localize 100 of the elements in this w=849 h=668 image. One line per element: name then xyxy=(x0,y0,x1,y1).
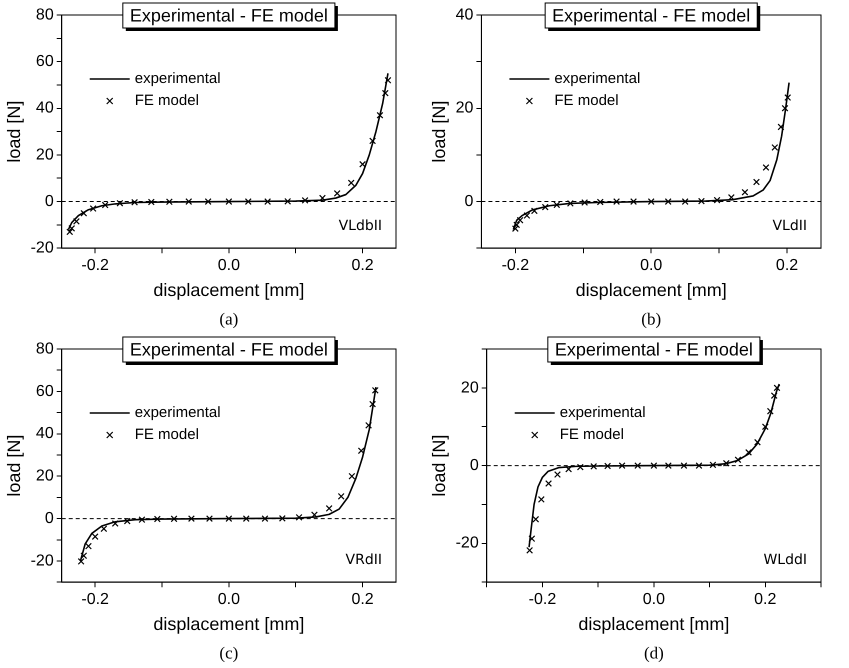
text: (b) xyxy=(641,309,662,328)
y-tick-label: 0 xyxy=(470,457,479,474)
point xyxy=(359,160,366,168)
point xyxy=(538,496,545,503)
point xyxy=(734,456,742,464)
y-tick-label: 20 xyxy=(36,146,54,164)
legend-label: FE model xyxy=(134,426,199,444)
point xyxy=(278,514,286,522)
y-tick-label: 40 xyxy=(456,6,474,24)
point xyxy=(565,466,572,473)
point xyxy=(102,202,109,208)
point xyxy=(680,462,688,470)
y-tick-label: -20 xyxy=(30,552,54,570)
point xyxy=(92,533,99,540)
point xyxy=(185,198,192,205)
legend-label: FE model xyxy=(134,92,199,110)
legend-label: FE model xyxy=(554,92,619,110)
point xyxy=(542,204,549,211)
point xyxy=(116,200,124,207)
annotation: VLdII xyxy=(772,218,807,234)
point xyxy=(778,124,784,130)
point xyxy=(296,514,302,521)
point xyxy=(384,76,392,84)
point xyxy=(348,472,356,480)
point xyxy=(338,492,345,500)
point xyxy=(714,196,721,204)
y-axis-title: load [N] xyxy=(428,100,449,163)
point xyxy=(630,198,637,205)
x-tick-label: 0.2 xyxy=(776,257,798,274)
point xyxy=(722,460,730,467)
legend-label: experimental xyxy=(134,404,221,422)
point xyxy=(334,190,341,197)
point xyxy=(596,198,604,206)
legend-label: experimental xyxy=(554,70,640,88)
point xyxy=(244,198,252,205)
point xyxy=(369,400,376,408)
y-tick-label: 80 xyxy=(36,340,54,358)
point xyxy=(188,515,195,522)
point xyxy=(154,516,161,522)
y-tick-label: 60 xyxy=(36,382,54,400)
point xyxy=(90,205,97,212)
point xyxy=(745,448,752,456)
point xyxy=(382,90,389,97)
point xyxy=(766,408,774,415)
y-tick-label: -20 xyxy=(456,534,479,552)
point xyxy=(80,210,88,217)
y-tick-label: 0 xyxy=(44,192,54,210)
x-tick-label: 0.0 xyxy=(640,257,662,274)
x-axis-title: displacement [mm] xyxy=(153,614,304,634)
x-axis-title: displacement [mm] xyxy=(576,280,727,300)
x-tick-label: 0.0 xyxy=(218,257,240,274)
point xyxy=(753,178,760,186)
point xyxy=(532,516,540,523)
point xyxy=(262,515,268,522)
y-tick-label: 0 xyxy=(44,510,54,528)
chart-title: Experimental - FE model xyxy=(552,5,750,26)
chart-title: Experimental - FE model xyxy=(130,339,328,360)
point xyxy=(124,518,131,525)
point xyxy=(762,164,770,171)
point xyxy=(774,384,780,392)
y-tick-label: -20 xyxy=(30,240,54,257)
x-tick-label: 0.0 xyxy=(218,591,240,608)
point xyxy=(225,515,232,522)
point xyxy=(530,207,538,214)
point xyxy=(372,386,379,394)
point xyxy=(576,464,584,471)
point xyxy=(618,462,626,470)
point xyxy=(319,194,326,202)
point xyxy=(648,198,655,205)
point xyxy=(784,94,792,101)
y-tick-label: 0 xyxy=(464,192,474,210)
point xyxy=(100,525,108,532)
text: (c) xyxy=(219,643,238,662)
chart-title: Experimental - FE model xyxy=(130,5,328,26)
text: (d) xyxy=(644,643,664,662)
point xyxy=(326,504,333,512)
y-axis-title: load [N] xyxy=(4,434,24,497)
annotation: VRdII xyxy=(346,552,382,568)
point xyxy=(170,515,178,522)
x-axis-title: displacement [mm] xyxy=(578,614,730,634)
point xyxy=(284,198,292,205)
x-tick-label: -0.2 xyxy=(528,591,556,608)
annotation: VLdbII xyxy=(338,218,382,234)
text: (a) xyxy=(219,309,238,328)
y-axis-title: load [N] xyxy=(428,434,449,497)
y-tick-label: 60 xyxy=(36,53,54,70)
point xyxy=(148,198,155,206)
point xyxy=(376,112,384,119)
point xyxy=(553,201,560,208)
point xyxy=(782,104,788,112)
x-tick-label: 0.2 xyxy=(754,591,777,608)
point xyxy=(166,198,173,206)
point xyxy=(523,212,530,219)
legend-label: FE model xyxy=(560,426,624,444)
legend-label: experimental xyxy=(134,70,221,88)
x-tick-label: -0.2 xyxy=(502,257,530,274)
point xyxy=(698,198,705,205)
point xyxy=(771,144,778,151)
point xyxy=(348,179,355,186)
point xyxy=(225,198,232,205)
